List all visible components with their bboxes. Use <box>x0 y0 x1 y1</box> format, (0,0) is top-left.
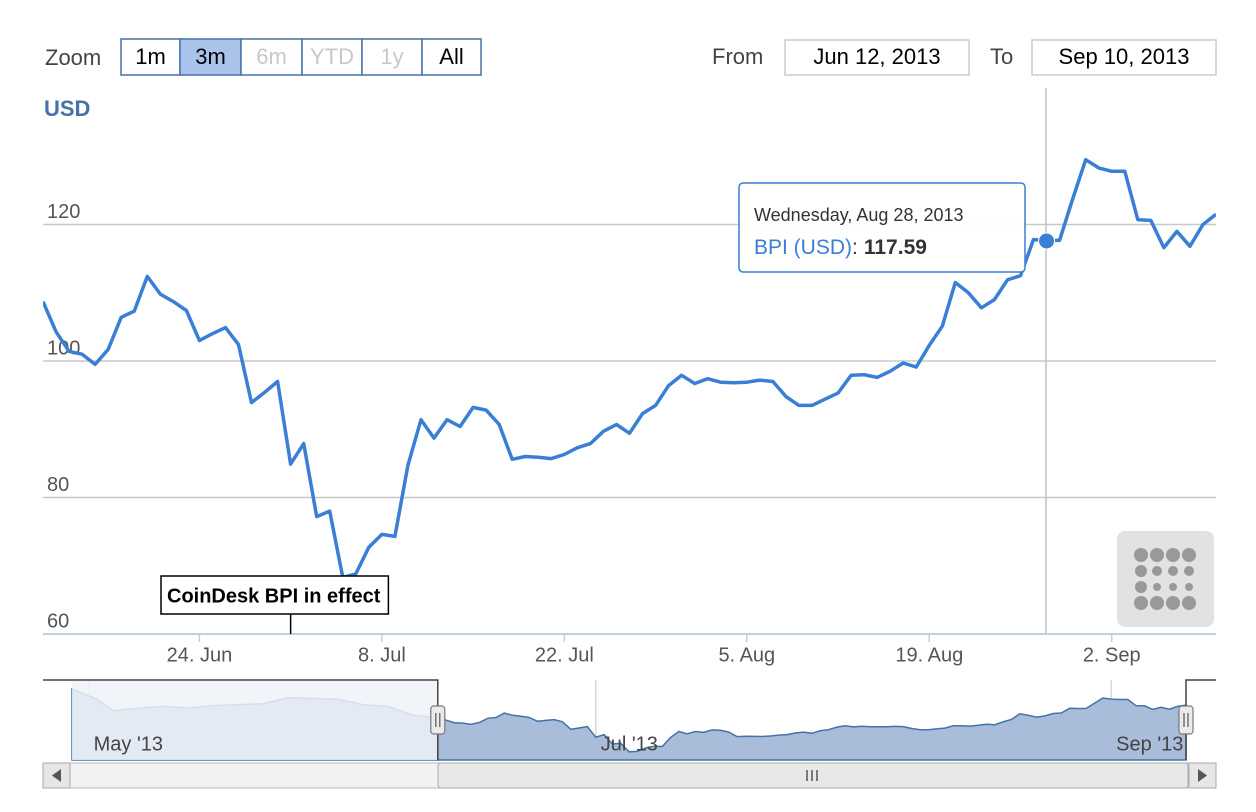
scroll-left-arrow[interactable] <box>52 769 61 782</box>
y-axis-title: USD <box>44 96 90 121</box>
annotation-box <box>160 575 390 615</box>
from-value[interactable]: Jun 12, 2013 <box>813 44 940 69</box>
navigator-tick-label: Jul '13 <box>601 733 658 755</box>
navigator-tick-label: Sep '13 <box>1116 733 1183 755</box>
tooltip: Wednesday, Aug 28, 2013 BPI (USD): 117.59 <box>738 182 1056 273</box>
zoom-button <box>240 38 303 76</box>
navigator-mask <box>72 680 438 760</box>
zoom-button-label: 6m <box>256 44 287 69</box>
x-tick-label: 22. Jul <box>535 644 594 666</box>
zoom-button-label[interactable]: All <box>439 44 463 69</box>
to-input[interactable] <box>1031 39 1217 76</box>
annotations: CoinDesk BPI in effect <box>160 575 390 634</box>
zoom-button-label: YTD <box>310 44 354 69</box>
series-layer <box>43 157 1216 580</box>
x-tick-label: 2. Sep <box>1083 644 1141 666</box>
navigator-handle[interactable] <box>430 705 446 735</box>
zoom-button[interactable] <box>421 38 482 76</box>
tooltip-box <box>738 182 1026 273</box>
zoom-button-label[interactable]: 1m <box>135 44 166 69</box>
zoom-button[interactable] <box>120 38 181 76</box>
y-tick-label: 120 <box>47 201 80 223</box>
tooltip-line: BPI (USD): 117.59 <box>754 236 927 259</box>
zoom-button-label[interactable]: 3m <box>195 44 226 69</box>
navigator-handle-grip[interactable] <box>435 713 441 727</box>
x-tick-label: 8. Jul <box>358 644 406 666</box>
zoom-label: Zoom <box>45 45 101 70</box>
to-value[interactable]: Sep 10, 2013 <box>1059 44 1190 69</box>
export-bg[interactable] <box>1117 531 1214 627</box>
navigator-handle-grip[interactable] <box>1183 713 1189 727</box>
x-tick-label: 24. Jun <box>167 644 233 666</box>
series-line <box>43 157 1216 580</box>
from-input[interactable] <box>784 39 970 76</box>
x-tick-label: 5. Aug <box>718 644 775 666</box>
zoom-button-label: 1y <box>380 44 403 69</box>
to-label: To <box>990 44 1013 69</box>
scroll-grip[interactable] <box>806 770 818 781</box>
tooltip-value: 117.59 <box>864 236 927 259</box>
navigator-handle[interactable] <box>1178 705 1194 735</box>
export-icon[interactable] <box>1134 548 1196 610</box>
from-label: From <box>712 44 763 69</box>
scrollbar[interactable] <box>42 762 1217 789</box>
navigator-tick-label: May '13 <box>94 733 163 755</box>
annotation-text: CoinDesk BPI in effect <box>167 585 381 607</box>
y-tick-label: 80 <box>47 474 69 496</box>
navigator-area-selected <box>437 697 1187 761</box>
tooltip-separator: : <box>852 236 858 259</box>
navigator[interactable]: May '13 Jul '13 Sep '13 <box>43 679 1216 761</box>
x-tick-label: 19. Aug <box>895 644 963 666</box>
hover-marker <box>1038 232 1056 250</box>
zoom-button <box>361 38 423 76</box>
scroll-thumb[interactable] <box>437 762 1189 789</box>
tooltip-header: Wednesday, Aug 28, 2013 <box>754 205 964 225</box>
tooltip-series-name: BPI (USD) <box>754 236 852 259</box>
scroll-right-arrow[interactable] <box>1198 769 1207 782</box>
zoom-button <box>301 38 363 76</box>
export-button[interactable] <box>1117 531 1214 627</box>
y-tick-label: 60 <box>47 610 69 632</box>
zoom-buttons: 1m 3m 6m YTD 1y All <box>120 38 482 76</box>
